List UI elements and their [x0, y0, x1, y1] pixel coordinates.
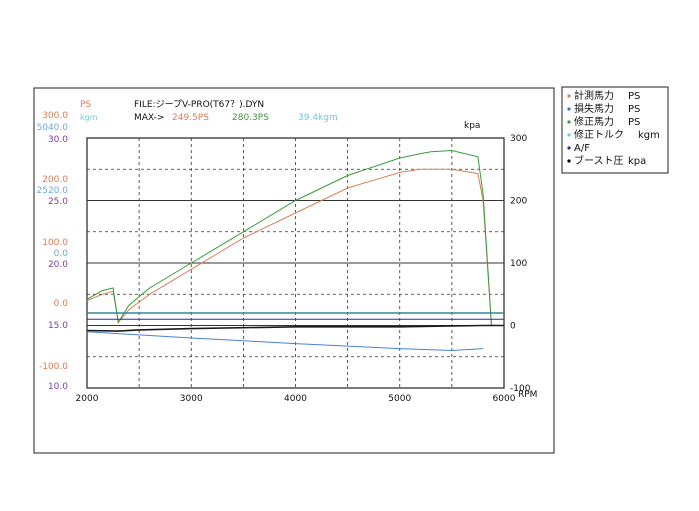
left-axis-label: 10.0 — [48, 382, 68, 392]
legend-label: 損失馬力 — [574, 102, 614, 115]
series-line-5 — [86, 324, 504, 332]
file-name: FILE:ジープV-PRO(T67？).DYN — [134, 99, 264, 110]
x-axis-tick: 5000 — [388, 394, 411, 404]
series-layer — [86, 149, 504, 352]
left-axis-label: 0.0 — [54, 249, 69, 259]
x-axis-tick: 4000 — [284, 394, 307, 404]
left-axis-labels: 300.05040.030.0200.02520.025.0100.00.020… — [37, 111, 69, 392]
legend-label: 修正トルク — [574, 128, 624, 141]
kpa-label: kpa — [464, 121, 480, 131]
legend-label: 計測馬力 — [574, 89, 614, 102]
chart-frame — [33, 87, 555, 454]
unit-ps-label: PS — [80, 100, 91, 110]
left-axis-label: 25.0 — [48, 197, 68, 207]
left-axis-label: 5040.0 — [37, 123, 69, 133]
legend-label: A/F — [574, 143, 590, 154]
left-axis-label: 15.0 — [48, 321, 68, 331]
left-axis-label: 200.0 — [42, 175, 68, 185]
legend-unit: kgm — [638, 130, 660, 141]
left-axis-label: 20.0 — [48, 260, 68, 270]
left-axis-label: 2520.0 — [37, 186, 69, 196]
x-axis-tick: 6000 — [493, 394, 516, 404]
legend-marker — [567, 94, 571, 98]
legend-marker — [567, 120, 571, 124]
legend-label: ブースト圧 — [574, 154, 624, 167]
unit-kgm-label: kgm — [80, 113, 98, 122]
max-torque: 39.4kgm — [298, 113, 338, 123]
x-axis-labels: 2000 3000 4000 5000 6000 — [76, 394, 516, 404]
left-axis-label: 0.0 — [54, 299, 69, 309]
right-axis-labels: 300 200 100 0 -100 — [510, 134, 531, 394]
legend-marker — [567, 146, 571, 150]
x-axis-tick: 3000 — [180, 394, 203, 404]
legend-unit: PS — [628, 104, 640, 115]
series-line-0 — [86, 168, 492, 326]
legend-marker — [567, 159, 571, 163]
x-axis-tick: 2000 — [76, 394, 99, 404]
left-axis-label: 30.0 — [48, 135, 68, 145]
series-line-1 — [86, 149, 492, 326]
legend-unit: kpa — [628, 156, 646, 167]
right-axis-tick: 0 — [510, 322, 516, 332]
max-corrected: 280.3PS — [232, 113, 269, 123]
right-axis-tick: -100 — [510, 384, 531, 394]
right-axis-tick: 200 — [510, 197, 527, 207]
legend-marker — [567, 107, 571, 111]
right-axis-tick: 300 — [510, 134, 527, 144]
left-axis-label: -100.0 — [39, 362, 68, 372]
max-measured: 249.5PS — [172, 113, 209, 123]
legend-label: 修正馬力 — [574, 115, 614, 128]
series-line-2 — [86, 331, 484, 352]
right-axis-tick: 100 — [510, 259, 527, 269]
x-axis-title: RPM — [518, 390, 537, 400]
max-label: MAX-> — [134, 113, 164, 123]
left-axis-label: 300.0 — [42, 111, 68, 121]
legend-unit: PS — [628, 91, 640, 102]
legend-unit: PS — [628, 117, 640, 128]
legend-box — [561, 86, 669, 174]
left-axis-label: 100.0 — [42, 238, 68, 248]
legend-marker — [567, 133, 571, 137]
